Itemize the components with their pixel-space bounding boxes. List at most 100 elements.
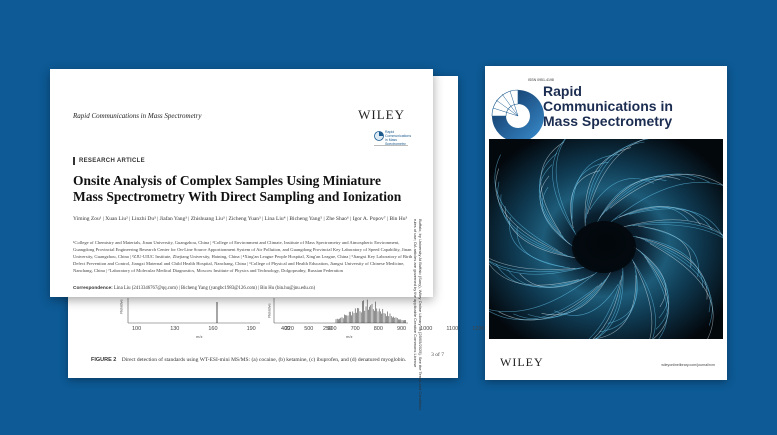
art-fiber bbox=[641, 252, 670, 330]
tick-label: 1000 bbox=[420, 326, 433, 332]
tick-label: 600 bbox=[327, 326, 337, 332]
publisher-logo: WILEY bbox=[358, 107, 405, 122]
spectrum-peaks-right bbox=[335, 299, 406, 323]
art-fiber bbox=[646, 260, 668, 339]
art-fiber bbox=[497, 181, 568, 256]
tick-label: 100 bbox=[132, 326, 142, 332]
correspondence-emails: Lina Liu (2413346767@qq.com) | Bicheng Y… bbox=[113, 286, 316, 291]
affiliations: ¹College of Chemistry and Materials, Jin… bbox=[73, 240, 413, 273]
art-fiber bbox=[554, 284, 619, 316]
journal-mini-logo: Rapid Communications in Mass Spectrometr… bbox=[374, 130, 412, 146]
art-fiber bbox=[599, 176, 681, 219]
art-fiber bbox=[635, 236, 708, 300]
license-line: Buffalo, by University At Buffalo (Suny)… bbox=[418, 219, 423, 411]
tick-label: 220 bbox=[284, 326, 294, 332]
cover-artwork-image bbox=[489, 139, 723, 339]
art-fiber bbox=[591, 275, 637, 339]
x-axis-label-left: m/z bbox=[196, 334, 203, 339]
cover-title-line: Communications in bbox=[543, 98, 673, 114]
art-fiber bbox=[627, 221, 723, 237]
art-fiber bbox=[595, 271, 623, 339]
article-title: Onsite Analysis of Complex Samples Using… bbox=[73, 173, 402, 204]
tick-label: 1100 bbox=[446, 326, 459, 332]
art-fiber bbox=[489, 257, 576, 270]
tick-label: 700 bbox=[350, 326, 360, 332]
license-sidebar: Buffalo, by University At Buffalo (Suny)… bbox=[413, 219, 423, 411]
art-fiber bbox=[637, 225, 692, 268]
art-fiber bbox=[571, 161, 609, 224]
art-fiber bbox=[539, 175, 571, 245]
art-fiber bbox=[637, 249, 669, 319]
tick-label: 1200 bbox=[472, 326, 485, 332]
page-number: 3 of 7 bbox=[431, 352, 444, 358]
journal-swirl-logo bbox=[491, 89, 544, 142]
cover-title: Rapid Communications in Mass Spectrometr… bbox=[543, 84, 673, 129]
tick-label: 190 bbox=[246, 326, 256, 332]
journal-cover: ISSN 0951-4198 Rapid Communications in M… bbox=[485, 66, 727, 380]
cover-title-line: Rapid bbox=[543, 83, 582, 99]
art-fiber bbox=[489, 261, 586, 275]
cover-artwork bbox=[489, 139, 723, 339]
art-fiber bbox=[589, 178, 654, 210]
section-badge: RESEARCH ARTICLE bbox=[73, 157, 145, 165]
art-fiber bbox=[588, 279, 621, 339]
art-fiber bbox=[630, 257, 656, 339]
art-fiber bbox=[489, 260, 581, 273]
art-fiber bbox=[498, 282, 603, 321]
art-fiber bbox=[489, 263, 579, 286]
author-list: Yiming Zou¹ | Xuan Liu² | Linzhi Du³ | J… bbox=[73, 216, 408, 222]
art-fiber bbox=[602, 174, 695, 215]
art-fiber bbox=[494, 154, 559, 251]
art-fiber bbox=[555, 139, 576, 233]
tick-label: 160 bbox=[208, 326, 218, 332]
art-fiber bbox=[489, 285, 598, 320]
tick-label: 400 bbox=[281, 326, 291, 332]
art-fiber bbox=[571, 154, 620, 219]
art-fiber bbox=[489, 271, 598, 312]
tick-label: 800 bbox=[373, 326, 383, 332]
art-fiber bbox=[640, 238, 711, 313]
art-fiber bbox=[527, 275, 609, 318]
tick-label: 250 bbox=[322, 326, 333, 332]
tick-label: 130 bbox=[170, 326, 180, 332]
license-line: rules of use; OA articles are governed b… bbox=[413, 219, 418, 368]
art-fiber bbox=[540, 141, 565, 234]
art-fiber bbox=[495, 263, 585, 287]
art-fiber bbox=[610, 174, 723, 209]
art-fiber bbox=[644, 256, 669, 339]
figure-label: FIGURE 2 bbox=[91, 357, 117, 363]
mini-logo-label: Rapid Communications in Mass Spectrometr… bbox=[385, 130, 412, 146]
art-fiber bbox=[632, 224, 723, 239]
issn: ISSN 0951-4198 bbox=[528, 78, 554, 82]
correspondence-label: Correspondence: bbox=[73, 286, 113, 291]
art-fiber bbox=[538, 164, 567, 242]
correspondence: Correspondence: Lina Liu (2413346767@qq.… bbox=[73, 286, 418, 291]
tick-label: 500 bbox=[304, 326, 314, 332]
art-fiber bbox=[645, 240, 713, 326]
spectrum-plots bbox=[127, 298, 408, 324]
art-fiber bbox=[594, 266, 624, 339]
art-fiber bbox=[585, 139, 650, 219]
art-fiber bbox=[495, 168, 563, 254]
art-fiber bbox=[516, 226, 571, 269]
cover-url: wileyonlinelibrary.com/journal/rcm bbox=[661, 363, 715, 367]
art-fiber bbox=[622, 219, 723, 236]
art-fiber bbox=[592, 275, 623, 339]
cover-publisher-logo: WILEY bbox=[500, 355, 544, 369]
article-page: Rapid Communications in Mass Spectrometr… bbox=[50, 69, 433, 410]
art-fiber bbox=[584, 147, 632, 228]
journal-name: Rapid Communications in Mass Spectrometr… bbox=[73, 112, 202, 120]
art-fiber bbox=[587, 139, 646, 215]
art-fiber bbox=[618, 206, 701, 225]
art-fiber bbox=[632, 261, 653, 339]
art-fiber bbox=[513, 279, 606, 320]
journal-logo-icon bbox=[374, 131, 384, 141]
art-fiber bbox=[599, 270, 637, 333]
art-fiber bbox=[605, 173, 710, 212]
tick-label: 900 bbox=[396, 326, 407, 332]
art-fiber bbox=[629, 208, 723, 238]
art-fiber bbox=[507, 269, 590, 288]
art-fiber bbox=[539, 152, 564, 238]
art-fiber bbox=[500, 194, 573, 258]
